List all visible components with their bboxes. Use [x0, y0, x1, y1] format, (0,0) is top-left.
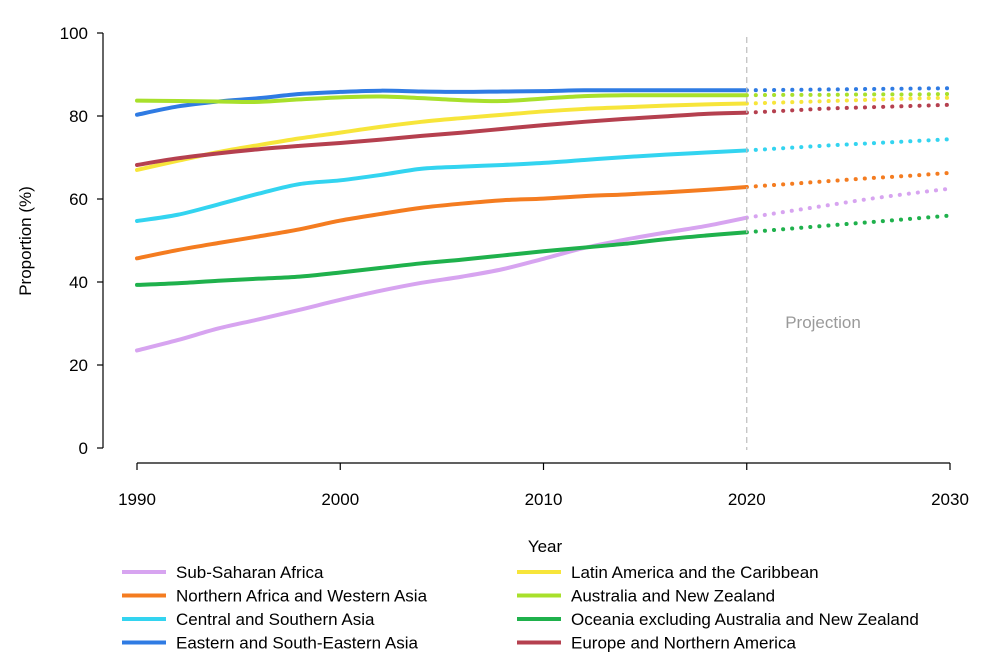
- series-line-2: [135, 148, 749, 223]
- plot-lines: [135, 86, 952, 353]
- x-axis-title: Year: [528, 537, 563, 556]
- y-tick-label: 80: [69, 107, 88, 126]
- axes: 0 20 40 60 80 100 1990 2000 2010 2020 2030: [60, 24, 969, 509]
- x-tick-label: 1990: [118, 490, 156, 509]
- y-tick-label: 20: [69, 356, 88, 375]
- legend-label: Northern Africa and Western Asia: [176, 587, 428, 606]
- series-projection-line-2: [744, 137, 952, 153]
- y-tick-label: 60: [69, 190, 88, 209]
- legend-label: Oceania excluding Australia and New Zeal…: [571, 610, 919, 629]
- y-tick-label: 0: [79, 439, 88, 458]
- x-tick-label: 2020: [728, 490, 766, 509]
- series-line-3: [135, 88, 749, 117]
- legend: Sub-Saharan Africa Northern Africa and We…: [122, 563, 919, 653]
- y-tick-label: 100: [60, 24, 88, 43]
- y-axis-title: Proportion (%): [16, 186, 35, 296]
- legend-label: Central and Southern Asia: [176, 610, 375, 629]
- series-projection-line-5: [744, 92, 952, 98]
- y-tick-label: 40: [69, 273, 88, 292]
- series-projection-line-0: [744, 186, 952, 220]
- series-line-5: [135, 93, 749, 104]
- series-line-7: [135, 110, 749, 167]
- y-ticks: 0 20 40 60 80 100: [60, 24, 103, 458]
- series-line-4: [135, 101, 749, 172]
- series-line-6: [135, 230, 749, 287]
- x-tick-label: 2000: [321, 490, 359, 509]
- series-projection-line-6: [744, 213, 952, 235]
- legend-label: Australia and New Zealand: [571, 587, 775, 606]
- legend-label: Latin America and the Caribbean: [571, 563, 819, 582]
- legend-label: Europe and Northern America: [571, 634, 796, 653]
- series-projection-line-3: [744, 86, 952, 93]
- series-projection-line-1: [744, 170, 952, 189]
- legend-label: Eastern and South-Eastern Asia: [176, 634, 418, 653]
- x-ticks: 1990 2000 2010 2020 2030: [118, 463, 969, 509]
- projection-label: Projection: [785, 313, 861, 332]
- x-tick-label: 2030: [931, 490, 969, 509]
- legend-label: Sub-Saharan Africa: [176, 563, 324, 582]
- series-line-1: [135, 184, 749, 261]
- series-projection-line-7: [744, 102, 952, 115]
- series-line-0: [135, 215, 749, 353]
- series-projection-line-4: [744, 95, 952, 106]
- x-tick-label: 2010: [525, 490, 563, 509]
